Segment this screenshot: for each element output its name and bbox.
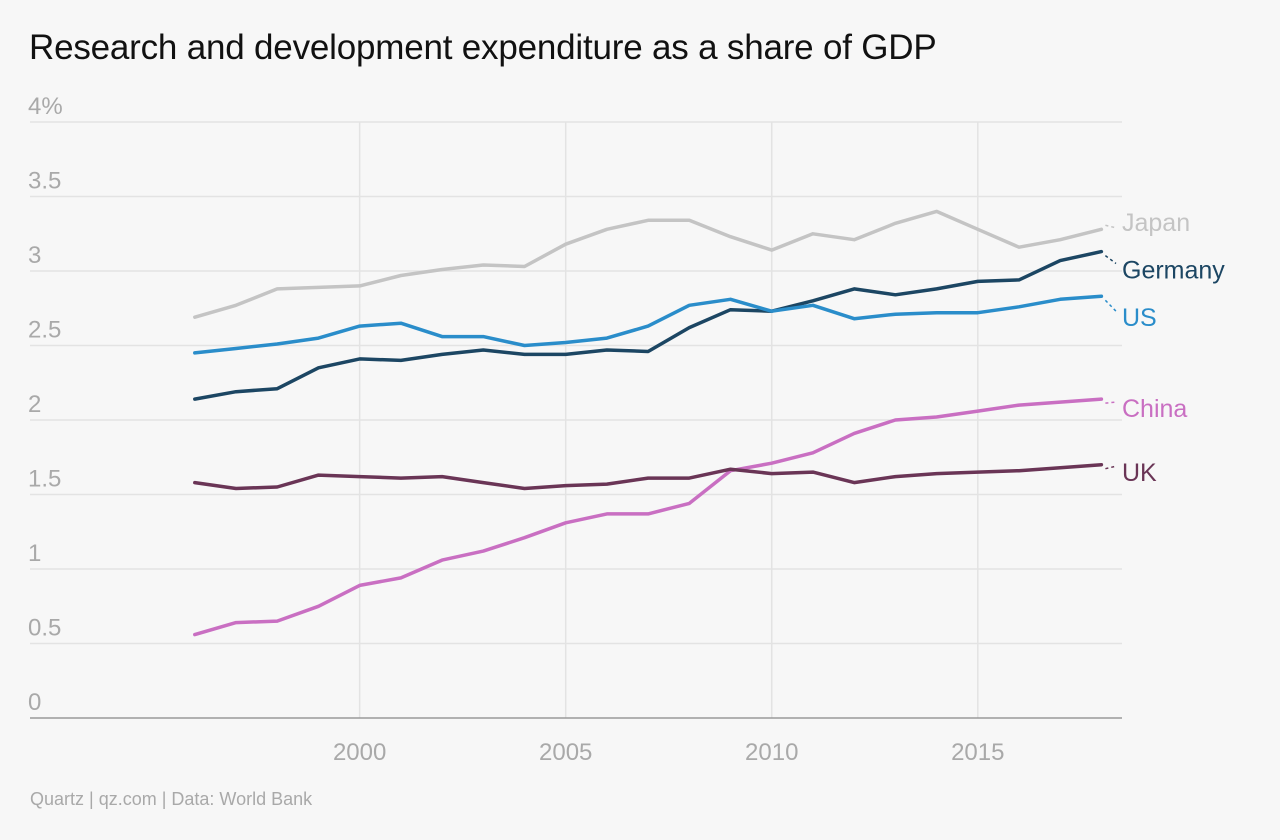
- series-line-china: [193, 397, 1104, 637]
- x-tick-label: 2010: [745, 739, 798, 766]
- series-label-germany: Germany: [1122, 257, 1225, 285]
- y-tick-label: 4%: [28, 93, 63, 120]
- gridlines: [30, 121, 1122, 718]
- series-line-uk: [193, 462, 1104, 491]
- series-lines: [193, 209, 1104, 637]
- leader-line-germany: [1104, 255, 1117, 265]
- y-tick-label: 1.5: [28, 466, 61, 493]
- y-tick-label: 2.5: [28, 317, 61, 344]
- y-tick-label: 0.5: [28, 615, 61, 642]
- y-tick-label: 0: [28, 689, 41, 716]
- leader-line-us: [1104, 299, 1117, 312]
- y-tick-label: 3: [28, 242, 41, 269]
- y-tick-label: 3.5: [28, 168, 61, 195]
- y-tick-label: 1: [28, 540, 41, 567]
- x-tick-label: 2015: [951, 739, 1004, 766]
- series-line-japan: [193, 209, 1104, 319]
- y-tick-label: 2: [28, 391, 41, 418]
- series-label-japan: Japan: [1122, 209, 1190, 237]
- series-label-us: US: [1122, 304, 1157, 332]
- series-line-germany: [193, 249, 1104, 401]
- axes: 0 0.5 1 1.5 2 2.5 3 3.5 4% 2000 2005 2010 2015: [28, 93, 1122, 766]
- series-labels: Japan Germany US China UK: [1104, 209, 1225, 487]
- series-label-uk: UK: [1122, 459, 1157, 487]
- source-note: Quartz | qz.com | Data: World Bank: [30, 789, 313, 809]
- series-label-china: China: [1122, 395, 1187, 423]
- leader-line-japan: [1105, 224, 1117, 229]
- x-tick-label: 2000: [333, 739, 386, 766]
- chart-title: Research and development expenditure as …: [29, 28, 937, 67]
- x-tick-label: 2005: [539, 739, 592, 766]
- leader-line-china: [1105, 401, 1117, 404]
- series-line-us: [193, 294, 1104, 355]
- leader-line-uk: [1105, 465, 1117, 470]
